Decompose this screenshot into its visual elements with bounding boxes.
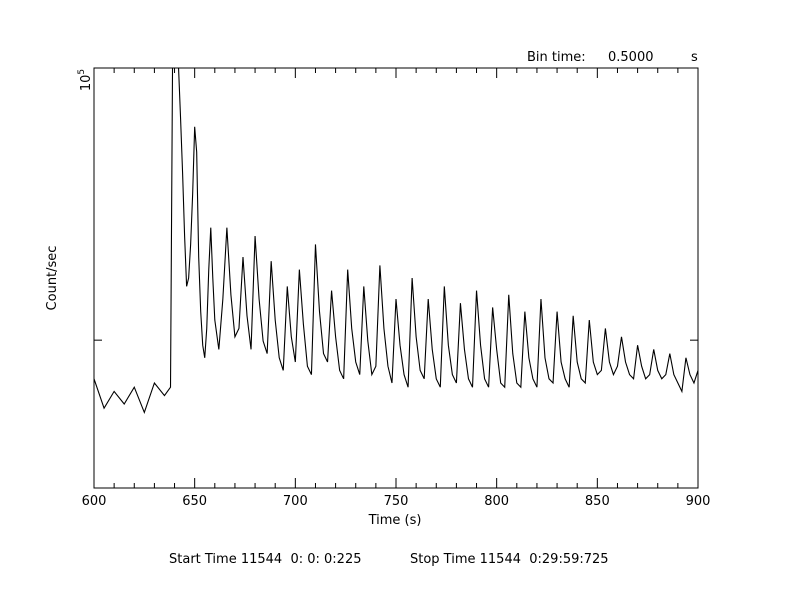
axis-ticks [93,67,699,488]
plot-frame [93,67,699,489]
x-tick-label: 900 [686,494,711,509]
start-time-label: Start Time 11544 0: 0: 0:225 [169,552,362,567]
x-axis-label: Time (s) [368,513,422,528]
x-tick-label: 850 [585,494,610,509]
x-tick-labels: 600 650 700 750 800 850 900 [82,494,711,509]
x-tick-label: 650 [182,494,207,509]
x-tick-label: 600 [82,494,107,509]
bin-time-value: 0.5000 [608,50,654,65]
x-tick-label: 750 [384,494,409,509]
series-group [93,67,699,414]
y-top-tick-base: 10 [79,75,94,92]
stop-time-label: Stop Time 11544 0:29:59:725 [410,552,609,567]
y-axis-label: Count/sec [45,246,60,311]
y-top-tick-exp: 5 [77,69,87,75]
x-tick-label: 700 [283,494,308,509]
bin-time-unit: s [691,50,698,65]
x-tick-label: 800 [484,494,509,509]
bin-time-label: Bin time: [527,50,586,65]
y-top-tick-label: 105 [77,69,94,91]
series-line-0 [93,67,699,414]
